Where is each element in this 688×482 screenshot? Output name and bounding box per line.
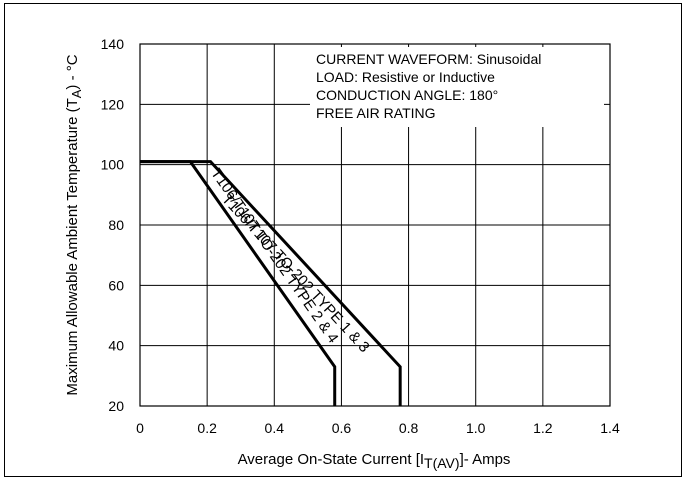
- y-tick-label: 40: [108, 338, 124, 354]
- plot-area: [139, 43, 611, 407]
- annotation-line: CONDUCTION ANGLE: 180°: [316, 87, 498, 103]
- annotation-background: [310, 47, 604, 127]
- y-axis-label: Maximum Allowable Ambient Temperature (T…: [64, 54, 84, 395]
- series-line: [140, 160, 337, 406]
- y-tick-label: 80: [108, 217, 124, 233]
- x-tick-labels: 0 0.2 0.4 0.6 0.8 1.0 1.2 1.4: [136, 420, 620, 436]
- y-tick-label: 120: [101, 96, 125, 112]
- series-line: [140, 160, 402, 406]
- y-tick-label: 60: [108, 277, 124, 293]
- x-tick-label: 0: [136, 420, 144, 436]
- x-tick-label: 1.2: [533, 420, 553, 436]
- y-tick-label: 100: [101, 157, 125, 173]
- x-tick-label: 1.0: [466, 420, 486, 436]
- x-tick-label: 1.4: [600, 420, 620, 436]
- y-tick-label: 20: [108, 398, 124, 414]
- chart-frame: [4, 3, 682, 477]
- x-tick-label: 0.6: [332, 420, 352, 436]
- annotation-line: CURRENT WAVEFORM: Sinusoidal: [316, 51, 541, 67]
- annotation-line: LOAD: Resistive or Inductive: [316, 69, 495, 85]
- y-tick-label: 140: [101, 36, 125, 52]
- y-tick-labels: 20 40 60 80 100 120 140: [101, 36, 125, 414]
- x-tick-label: 0.4: [265, 420, 285, 436]
- x-axis-label: Average On-State Current [IT(AV)]- Amps: [238, 451, 511, 471]
- annotation-block: CURRENT WAVEFORM: Sinusoidal LOAD: Resist…: [316, 51, 541, 121]
- x-tick-label: 0.8: [399, 420, 419, 436]
- x-tick-label: 0.2: [197, 420, 217, 436]
- annotation-line: FREE AIR RATING: [316, 105, 436, 121]
- series-lines: [140, 160, 402, 406]
